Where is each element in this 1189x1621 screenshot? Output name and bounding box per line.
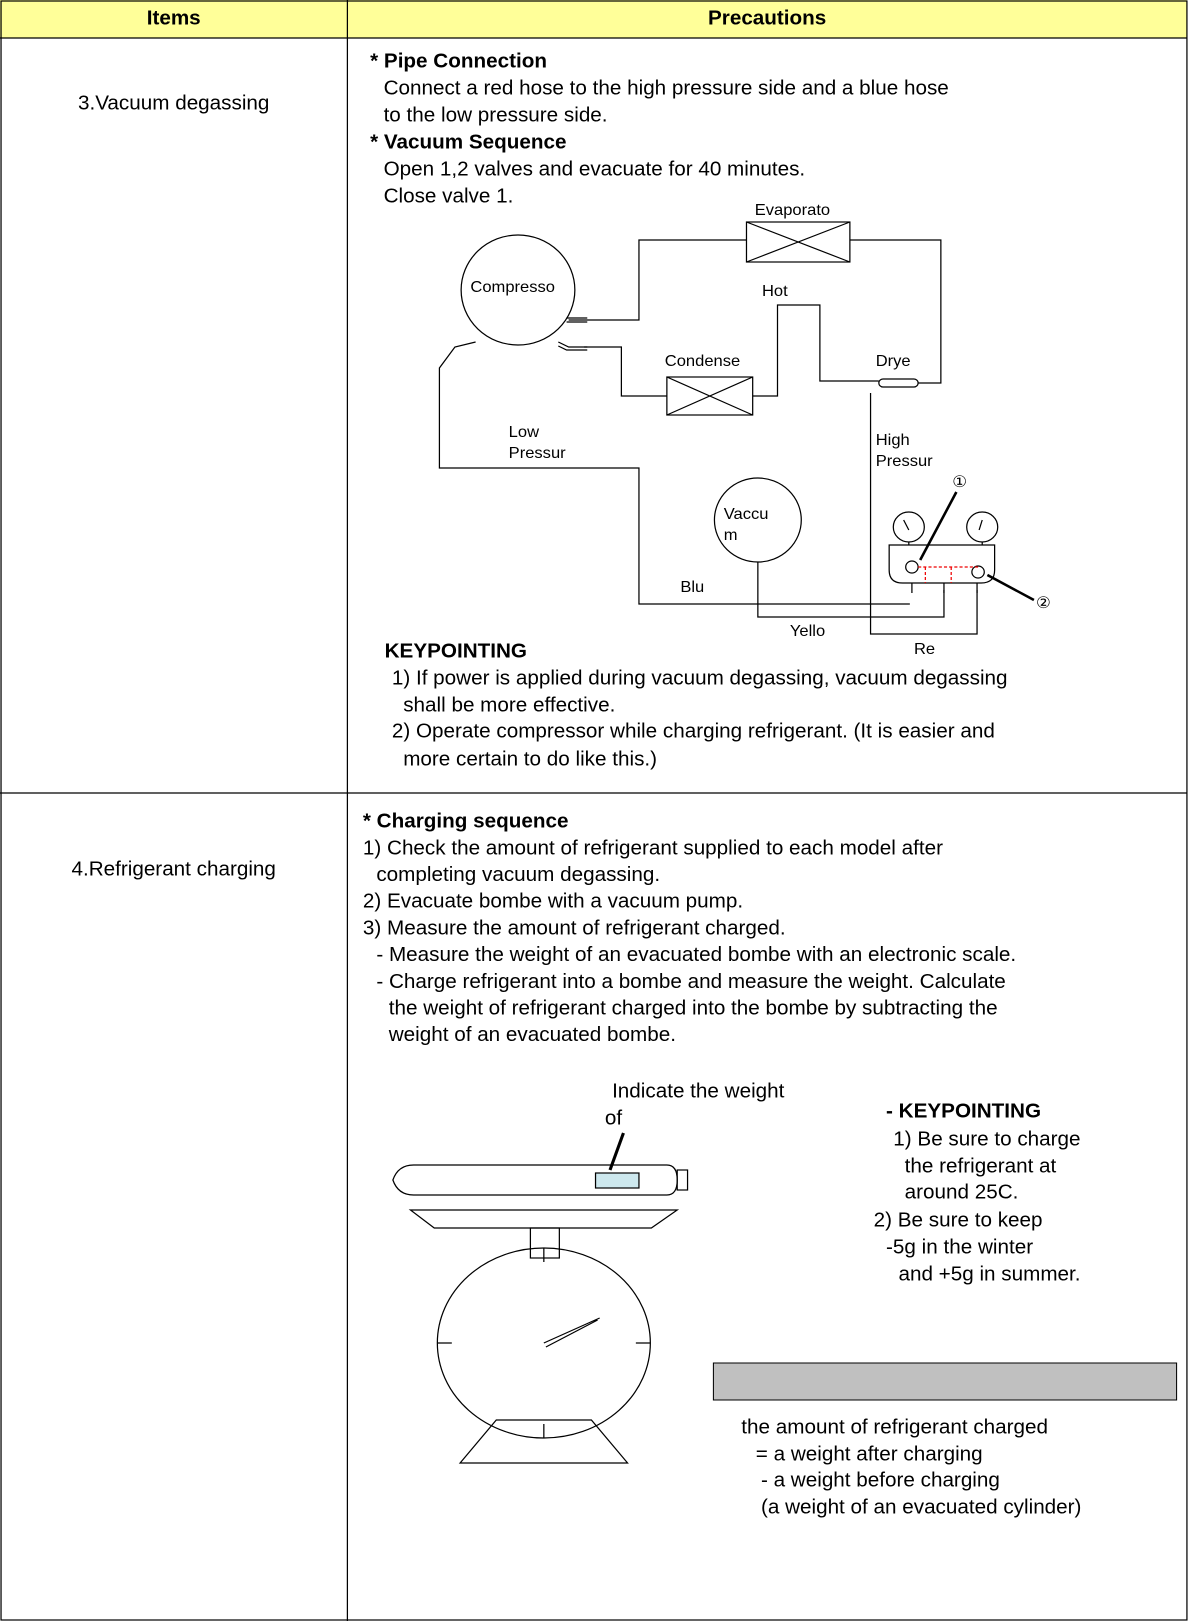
line: -5g in the winter (886, 1237, 1033, 1259)
diagram-label: Low (509, 423, 540, 441)
diagram-label: Re (914, 640, 935, 658)
line: Close valve 1. (384, 186, 514, 208)
line: weight of an evacuated bombe. (388, 1024, 676, 1046)
header-bg (0, 0, 1187, 38)
diagram-label: Yello (790, 622, 825, 640)
line: the weight of refrigerant charged into t… (389, 998, 998, 1020)
line: shall be more effective. (403, 695, 615, 717)
line: 1) If power is applied during vacuum deg… (392, 668, 1008, 690)
line: 2) Operate compressor while charging ref… (392, 721, 995, 743)
line: Open 1,2 valves and evacuate for 40 minu… (384, 159, 806, 181)
heading: * Pipe Connection (370, 51, 547, 73)
calculation-box (712, 1362, 1178, 1401)
diagram-label: Condense (665, 352, 740, 370)
line: the refrigerant at (905, 1156, 1057, 1178)
diagram-label: High (876, 431, 910, 449)
line: - a weight before charging (761, 1470, 1000, 1492)
line: more certain to do like this.) (403, 749, 657, 771)
label: Indicate the weight (612, 1081, 785, 1103)
label: of (605, 1108, 623, 1130)
line: (a weight of an evacuated cylinder) (761, 1497, 1081, 1519)
diagram-label: Vaccu (724, 505, 769, 523)
refrigeration-diagram (438, 221, 1035, 635)
diagram-label: Evaporato (755, 201, 830, 219)
diagram-label: m (724, 526, 738, 544)
item: 3.Vacuum degassing (78, 93, 269, 115)
heading: * Charging sequence (363, 811, 569, 833)
line: to the low pressure side. (384, 105, 608, 127)
line: 3) Measure the amount of refrigerant cha… (363, 918, 786, 940)
diagram-label: Pressur (509, 444, 567, 462)
scale-drawing (392, 1132, 689, 1464)
heading: KEYPOINTING (385, 641, 527, 663)
line: and +5g in summer. (898, 1264, 1080, 1286)
line: the amount of refrigerant charged (741, 1417, 1048, 1439)
line: - Charge refrigerant into a bombe and me… (376, 971, 1005, 993)
line: 1) Check the amount of refrigerant suppl… (363, 838, 943, 860)
heading: - KEYPOINTING (886, 1101, 1041, 1123)
diagram-label: Drye (876, 352, 911, 370)
diagram-label: Hot (762, 282, 788, 300)
line: Connect a red hose to the high pressure … (384, 78, 949, 100)
diagram-label: Pressur (876, 452, 934, 470)
line: around 25C. (905, 1182, 1019, 1204)
header-items: Items (147, 8, 201, 30)
line: 2) Evacuate bombe with a vacuum pump. (363, 891, 743, 913)
line: 1) Be sure to charge (893, 1129, 1080, 1151)
diagram-label: ② (1036, 594, 1051, 612)
line: completing vacuum degassing. (376, 864, 660, 886)
diagram-label: Compresso (470, 278, 555, 296)
diagram-label: ① (952, 473, 967, 491)
diagram-label: Blu (680, 578, 704, 596)
heading: * Vacuum Sequence (370, 132, 566, 154)
line: - Measure the weight of an evacuated bom… (376, 944, 1016, 966)
header-precautions: Precautions (708, 8, 826, 30)
line: = a weight after charging (756, 1444, 983, 1466)
line: 2) Be sure to keep (874, 1210, 1043, 1232)
item: 4.Refrigerant charging (71, 859, 275, 881)
